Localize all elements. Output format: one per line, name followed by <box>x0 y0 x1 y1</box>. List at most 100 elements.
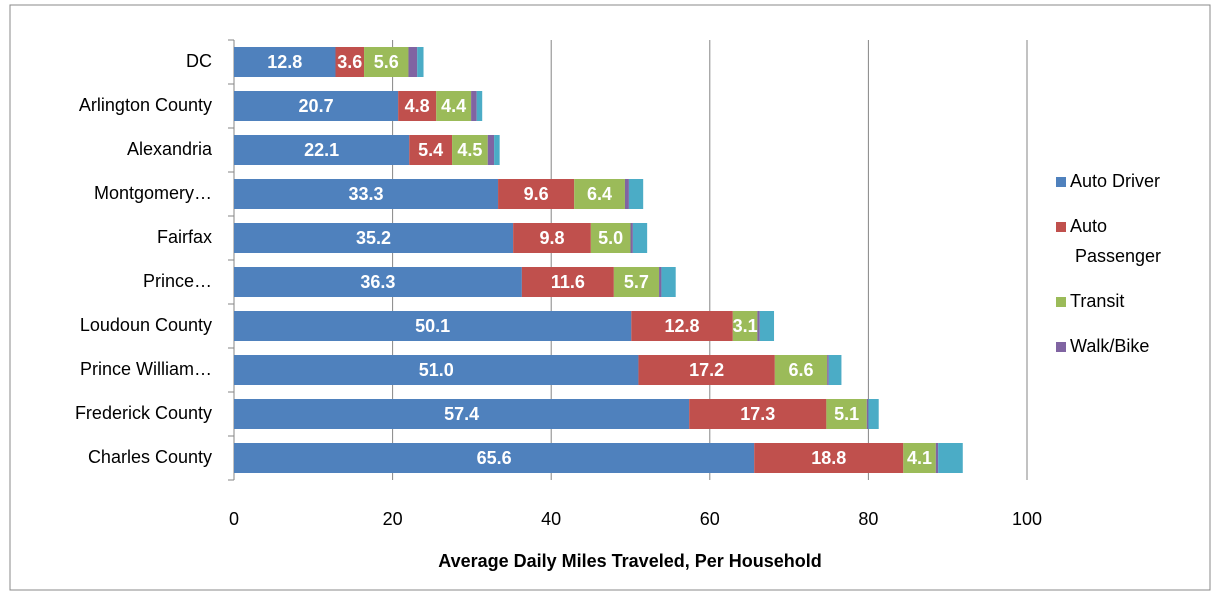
x-tick-label: 40 <box>541 509 561 529</box>
bar-segment <box>689 399 827 429</box>
data-label: 4.5 <box>457 140 482 160</box>
bar-segment <box>590 223 631 253</box>
bar-segment <box>632 223 648 253</box>
legend-swatch <box>1056 222 1066 232</box>
bar-segment <box>234 355 639 385</box>
bar-segment <box>631 311 733 341</box>
bar-segment <box>866 399 869 429</box>
data-label: 11.6 <box>551 272 585 292</box>
legend-label: Transit <box>1070 291 1124 311</box>
legend-swatch <box>1056 297 1066 307</box>
bar-segment <box>630 223 633 253</box>
bar-segment <box>364 47 409 77</box>
y-tick-label: Prince William… <box>80 359 212 379</box>
bar-segment <box>494 135 500 165</box>
bar-segment <box>476 91 483 121</box>
data-label: 12.8 <box>665 316 700 336</box>
legend-swatch <box>1056 342 1066 352</box>
bar-segment <box>759 311 775 341</box>
data-label: 57.4 <box>444 404 479 424</box>
y-tick-label: Prince… <box>143 271 212 291</box>
bar-segment <box>513 223 591 253</box>
legend-swatch <box>1056 177 1066 187</box>
bar-segment <box>234 443 755 473</box>
data-label: 36.3 <box>360 272 395 292</box>
data-label: 18.8 <box>811 448 846 468</box>
bar-segment <box>487 135 495 165</box>
bar-segment <box>234 135 410 165</box>
bar-segment <box>408 47 418 77</box>
data-label: 20.7 <box>299 96 334 116</box>
y-tick-label: Alexandria <box>127 139 213 159</box>
data-label: 17.3 <box>740 404 775 424</box>
data-label: 33.3 <box>349 184 384 204</box>
chart-border <box>9 4 1211 591</box>
bar-segment <box>452 135 488 165</box>
bar-segment <box>498 179 575 209</box>
data-label: 6.6 <box>788 360 813 380</box>
data-label: 22.1 <box>304 140 339 160</box>
bar-segment <box>827 355 829 385</box>
x-axis-label: Average Daily Miles Traveled, Per Househ… <box>438 551 821 571</box>
bar-segment <box>335 47 365 77</box>
bar-segment <box>521 267 614 297</box>
data-label: 5.6 <box>374 52 399 72</box>
legend-label: Walk/Bike <box>1070 336 1149 356</box>
bar-segment <box>471 91 477 121</box>
legend-label: Auto Driver <box>1070 171 1160 191</box>
data-label: 35.2 <box>356 228 391 248</box>
data-label: 3.1 <box>733 316 758 336</box>
y-tick-label: Charles County <box>88 447 212 467</box>
bar-segment <box>234 91 399 121</box>
bar-segment <box>624 179 629 209</box>
x-tick-label: 20 <box>383 509 403 529</box>
y-tick-label: Fairfax <box>157 227 212 247</box>
bar-segment <box>417 47 424 77</box>
bar-segment <box>234 47 336 77</box>
bar-segment <box>828 355 842 385</box>
bar-segment <box>234 311 632 341</box>
y-tick-label: Loudoun County <box>80 315 212 335</box>
bar-segment <box>574 179 625 209</box>
bar-segment <box>938 443 963 473</box>
y-tick-label: Arlington County <box>79 95 212 115</box>
bar-segment <box>732 311 758 341</box>
data-label: 6.4 <box>587 184 612 204</box>
data-label: 51.0 <box>419 360 454 380</box>
bar-segment <box>628 179 644 209</box>
data-label: 3.6 <box>337 52 362 72</box>
data-label: 5.7 <box>624 272 649 292</box>
data-label: 9.8 <box>539 228 564 248</box>
data-label: 5.1 <box>834 404 859 424</box>
bar-segment <box>826 399 867 429</box>
data-label: 17.2 <box>689 360 724 380</box>
bar-segment <box>659 267 662 297</box>
bar-segment <box>234 223 514 253</box>
data-label: 50.1 <box>415 316 450 336</box>
bar-segment <box>757 311 760 341</box>
bar-segment <box>754 443 904 473</box>
y-tick-label: Montgomery… <box>94 183 212 203</box>
bar-segment <box>613 267 660 297</box>
bar-segment <box>638 355 775 385</box>
data-label: 4.4 <box>441 96 466 116</box>
bar-segment <box>935 443 939 473</box>
x-tick-label: 0 <box>229 509 239 529</box>
data-label: 12.8 <box>267 52 302 72</box>
bar-segment <box>398 91 437 121</box>
bar-segment <box>774 355 828 385</box>
bar-segment <box>234 179 499 209</box>
data-label: 4.8 <box>405 96 430 116</box>
x-tick-label: 60 <box>700 509 720 529</box>
bar-segment <box>903 443 936 473</box>
data-label: 9.6 <box>524 184 549 204</box>
bar-segment <box>234 267 522 297</box>
bar-segment <box>234 399 690 429</box>
data-label: 65.6 <box>477 448 512 468</box>
data-label: 5.4 <box>418 140 443 160</box>
x-tick-label: 80 <box>858 509 878 529</box>
y-tick-label: Frederick County <box>75 403 212 423</box>
bar-segment <box>436 91 472 121</box>
bar-segment <box>409 135 453 165</box>
